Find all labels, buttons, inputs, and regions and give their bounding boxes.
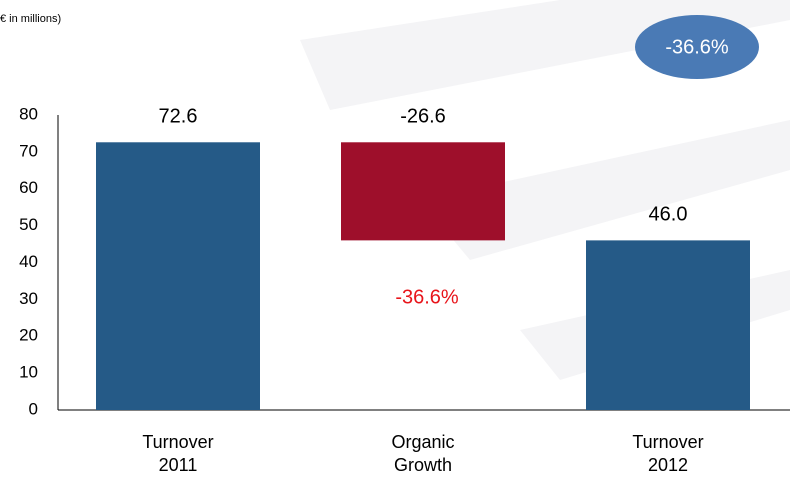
y-tick-label: 50 (19, 215, 38, 234)
y-tick-label: 10 (19, 363, 38, 382)
value-label: -26.6 (400, 106, 446, 128)
value-label: 72.6 (159, 106, 198, 128)
x-tick-label: Growth (394, 455, 452, 475)
callout-ellipse (635, 15, 759, 79)
y-tick-label: 70 (19, 141, 38, 160)
y-tick-label: 20 (19, 326, 38, 345)
value-label: 46.0 (649, 204, 688, 226)
x-tick-label: Organic (391, 432, 454, 452)
x-tick-label: Turnover (142, 432, 213, 452)
y-tick-label: 80 (19, 104, 38, 123)
x-tick-label: 2012 (648, 455, 688, 475)
x-tick-label: 2011 (159, 455, 198, 475)
x-tick-label: Turnover (632, 432, 703, 452)
callout-label: -36.6% (665, 36, 729, 58)
change-label: -36.6% (395, 286, 459, 308)
bar (341, 142, 505, 241)
bar (96, 142, 260, 410)
y-tick-label: 0 (29, 399, 38, 418)
bar (586, 240, 750, 410)
chart-subtitle: € in millions) (0, 13, 61, 25)
y-tick-label: 30 (19, 289, 38, 308)
y-tick-label: 40 (19, 252, 38, 271)
y-tick-label: 60 (19, 178, 38, 197)
